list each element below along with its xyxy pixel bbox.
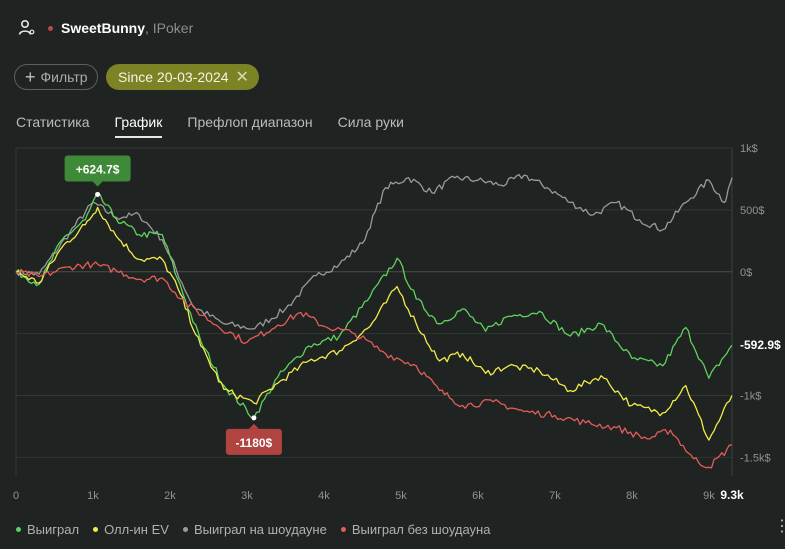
legend-dot-won: [16, 527, 21, 532]
series-line-allin-ev: [15, 206, 733, 441]
x-tick-label: 3k: [241, 490, 253, 502]
x-tick-label: 8k: [626, 490, 638, 502]
max-badge: [64, 155, 131, 182]
plus-icon: +: [25, 67, 36, 87]
min-badge: [225, 428, 282, 455]
tab-statistics[interactable]: Статистика: [16, 114, 90, 130]
y-tick-label: 1k$: [740, 143, 758, 155]
more-options-icon[interactable]: ⋮: [774, 518, 785, 535]
x-tick-label: 1k: [87, 490, 99, 502]
player-name[interactable]: SweetBunny: [61, 20, 146, 36]
add-filter-button[interactable]: + Фильтр: [14, 64, 98, 90]
series-line-won: [15, 193, 733, 419]
profit-chart[interactable]: 1k$ 500$ 0$ -1k$ -1.5k$ 0 1k 2k 3k 4k 5k 6k 7k 8k 9k 9.…: [0, 140, 785, 510]
legend-label-non-showdown: Выиграл без шоудауна: [351, 522, 491, 537]
x-tick-label: 0: [13, 490, 19, 502]
y-tick-label: -1k$: [740, 391, 761, 403]
max-badge-label: +624.7$: [76, 162, 120, 176]
status-dot: [48, 25, 53, 31]
filter-bar: + Фильтр Since 20-03-2024 ✕: [14, 64, 259, 90]
date-filter-label: Since 20-03-2024: [118, 69, 229, 85]
user-settings-icon[interactable]: [18, 19, 36, 37]
tab-graph[interactable]: График: [114, 114, 163, 138]
date-filter-chip[interactable]: Since 20-03-2024 ✕: [106, 64, 259, 90]
legend-dot-allin-ev: [93, 527, 99, 532]
tab-preflop-range[interactable]: Префлоп диапазон: [187, 114, 313, 130]
legend-label-allin-ev: Олл-ин EV: [104, 522, 169, 537]
legend-item-non-showdown[interactable]: Выиграл без шоудауна: [340, 522, 491, 537]
close-icon[interactable]: ✕: [235, 69, 249, 86]
series-line-non-showdown: [15, 261, 733, 469]
x-end-label: 9.3k: [720, 488, 744, 502]
x-tick-label: 5k: [395, 490, 407, 502]
chart-legend: Выиграл Олл-ин EV Выиграл на шоудауне Вы…: [16, 522, 490, 537]
x-tick-label: 9k: [703, 490, 715, 502]
legend-label-won: Выиграл: [27, 522, 80, 537]
legend-item-showdown[interactable]: Выиграл на шоудауне: [182, 522, 327, 537]
x-tick-label: 6k: [472, 490, 484, 502]
min-point-marker: [251, 415, 257, 421]
add-filter-label: Фильтр: [40, 69, 88, 85]
min-badge-label: -1180$: [236, 436, 273, 450]
y-tick-label: 500$: [740, 205, 764, 217]
max-point-marker: [95, 191, 101, 197]
tab-hand-strength[interactable]: Сила руки: [337, 114, 404, 130]
min-badge-pointer: [248, 423, 259, 429]
legend-dot-showdown: [182, 527, 188, 532]
y-tick-label: 0$: [740, 267, 752, 279]
y-tick-label: -1.5k$: [740, 452, 771, 464]
legend-dot-non-showdown: [340, 527, 346, 532]
x-tick-label: 7k: [549, 490, 561, 502]
legend-item-allin-ev[interactable]: Олл-ин EV: [93, 522, 169, 537]
x-tick-label: 2k: [164, 490, 176, 502]
x-tick-label: 4k: [318, 490, 330, 502]
end-value-label: -592.9$: [740, 338, 781, 352]
max-badge-pointer: [92, 181, 103, 187]
room-name: , IPoker: [145, 20, 194, 36]
tab-bar: Статистика График Префлоп диапазон Сила …: [16, 114, 429, 138]
legend-label-showdown: Выиграл на шоудауне: [193, 522, 327, 537]
series-line-showdown: [15, 173, 733, 330]
header: SweetBunny, IPoker: [18, 18, 193, 38]
legend-item-won[interactable]: Выиграл: [16, 522, 79, 537]
